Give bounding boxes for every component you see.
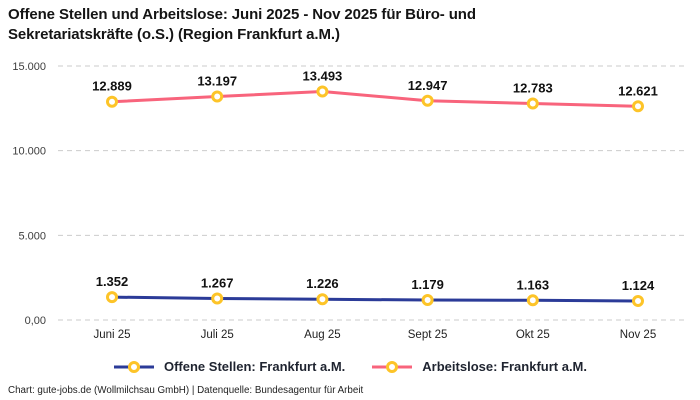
series-line xyxy=(110,90,640,108)
data-point-marker[interactable] xyxy=(526,97,539,110)
chart-legend: Offene Stellen: Frankfurt a.M. Arbeitslo… xyxy=(0,359,700,374)
y-tick-label: 0,00 xyxy=(25,315,46,327)
data-point-label: 1.267 xyxy=(201,276,234,291)
data-point-label: 1.226 xyxy=(306,276,339,291)
chart-canvas[interactable]: 0,00 5.000 10.000 15.000 Juni 25 Juli 25 Aug 2… xyxy=(0,52,700,352)
x-tick-label: Nov 25 xyxy=(620,329,656,341)
data-point-label: 1.124 xyxy=(622,278,655,293)
data-point-marker[interactable] xyxy=(421,94,434,107)
data-point-marker[interactable] xyxy=(211,90,224,103)
data-point-label: 1.179 xyxy=(411,277,444,292)
data-point-marker[interactable] xyxy=(526,294,539,307)
y-tick-label: 10.000 xyxy=(12,146,46,158)
data-point-marker[interactable] xyxy=(106,291,118,304)
data-point-label: 12.889 xyxy=(92,79,132,94)
data-point-label: 13.197 xyxy=(197,74,237,89)
data-point-label: 13.493 xyxy=(303,69,343,84)
x-tick-label: Sept 25 xyxy=(408,329,448,341)
chart-title: Offene Stellen und Arbeitslose: Juni 202… xyxy=(8,6,476,43)
data-point-marker[interactable] xyxy=(316,293,329,306)
data-point-marker[interactable] xyxy=(106,95,118,108)
data-point-marker[interactable] xyxy=(632,100,644,113)
data-point-marker[interactable] xyxy=(421,294,434,307)
y-tick-label: 15.000 xyxy=(12,61,46,73)
legend-label-arbeitslose: Arbeitslose: Frankfurt a.M. xyxy=(422,359,587,374)
legend-line-marker-icon xyxy=(113,360,154,373)
data-point-marker[interactable] xyxy=(211,292,224,305)
x-tick-label: Juni 25 xyxy=(93,329,130,341)
data-point-marker[interactable] xyxy=(632,294,644,307)
data-point-label: 12.783 xyxy=(513,81,553,96)
data-point-label: 12.947 xyxy=(408,78,448,93)
legend-label-offene-stellen: Offene Stellen: Frankfurt a.M. xyxy=(163,359,346,374)
x-tick-label: Aug 25 xyxy=(304,329,340,341)
data-point-label: 12.621 xyxy=(618,83,658,98)
x-tick-label: Juli 25 xyxy=(201,329,234,341)
series-line xyxy=(110,295,640,303)
legend-line-marker-icon xyxy=(372,360,413,373)
x-tick-label: Okt 25 xyxy=(516,329,550,341)
data-point-label: 1.352 xyxy=(96,274,129,289)
data-point-label: 1.163 xyxy=(517,277,550,292)
data-point-marker[interactable] xyxy=(316,85,329,98)
y-tick-label: 5.000 xyxy=(18,230,46,242)
attribution-text: Chart: gute-jobs.de (Wollmilchsau GmbH) … xyxy=(8,385,364,396)
legend-item-arbeitslose: Arbeitslose: Frankfurt a.M. xyxy=(371,359,587,374)
legend-item-offene-stellen: Offene Stellen: Frankfurt a.M. xyxy=(113,359,345,374)
